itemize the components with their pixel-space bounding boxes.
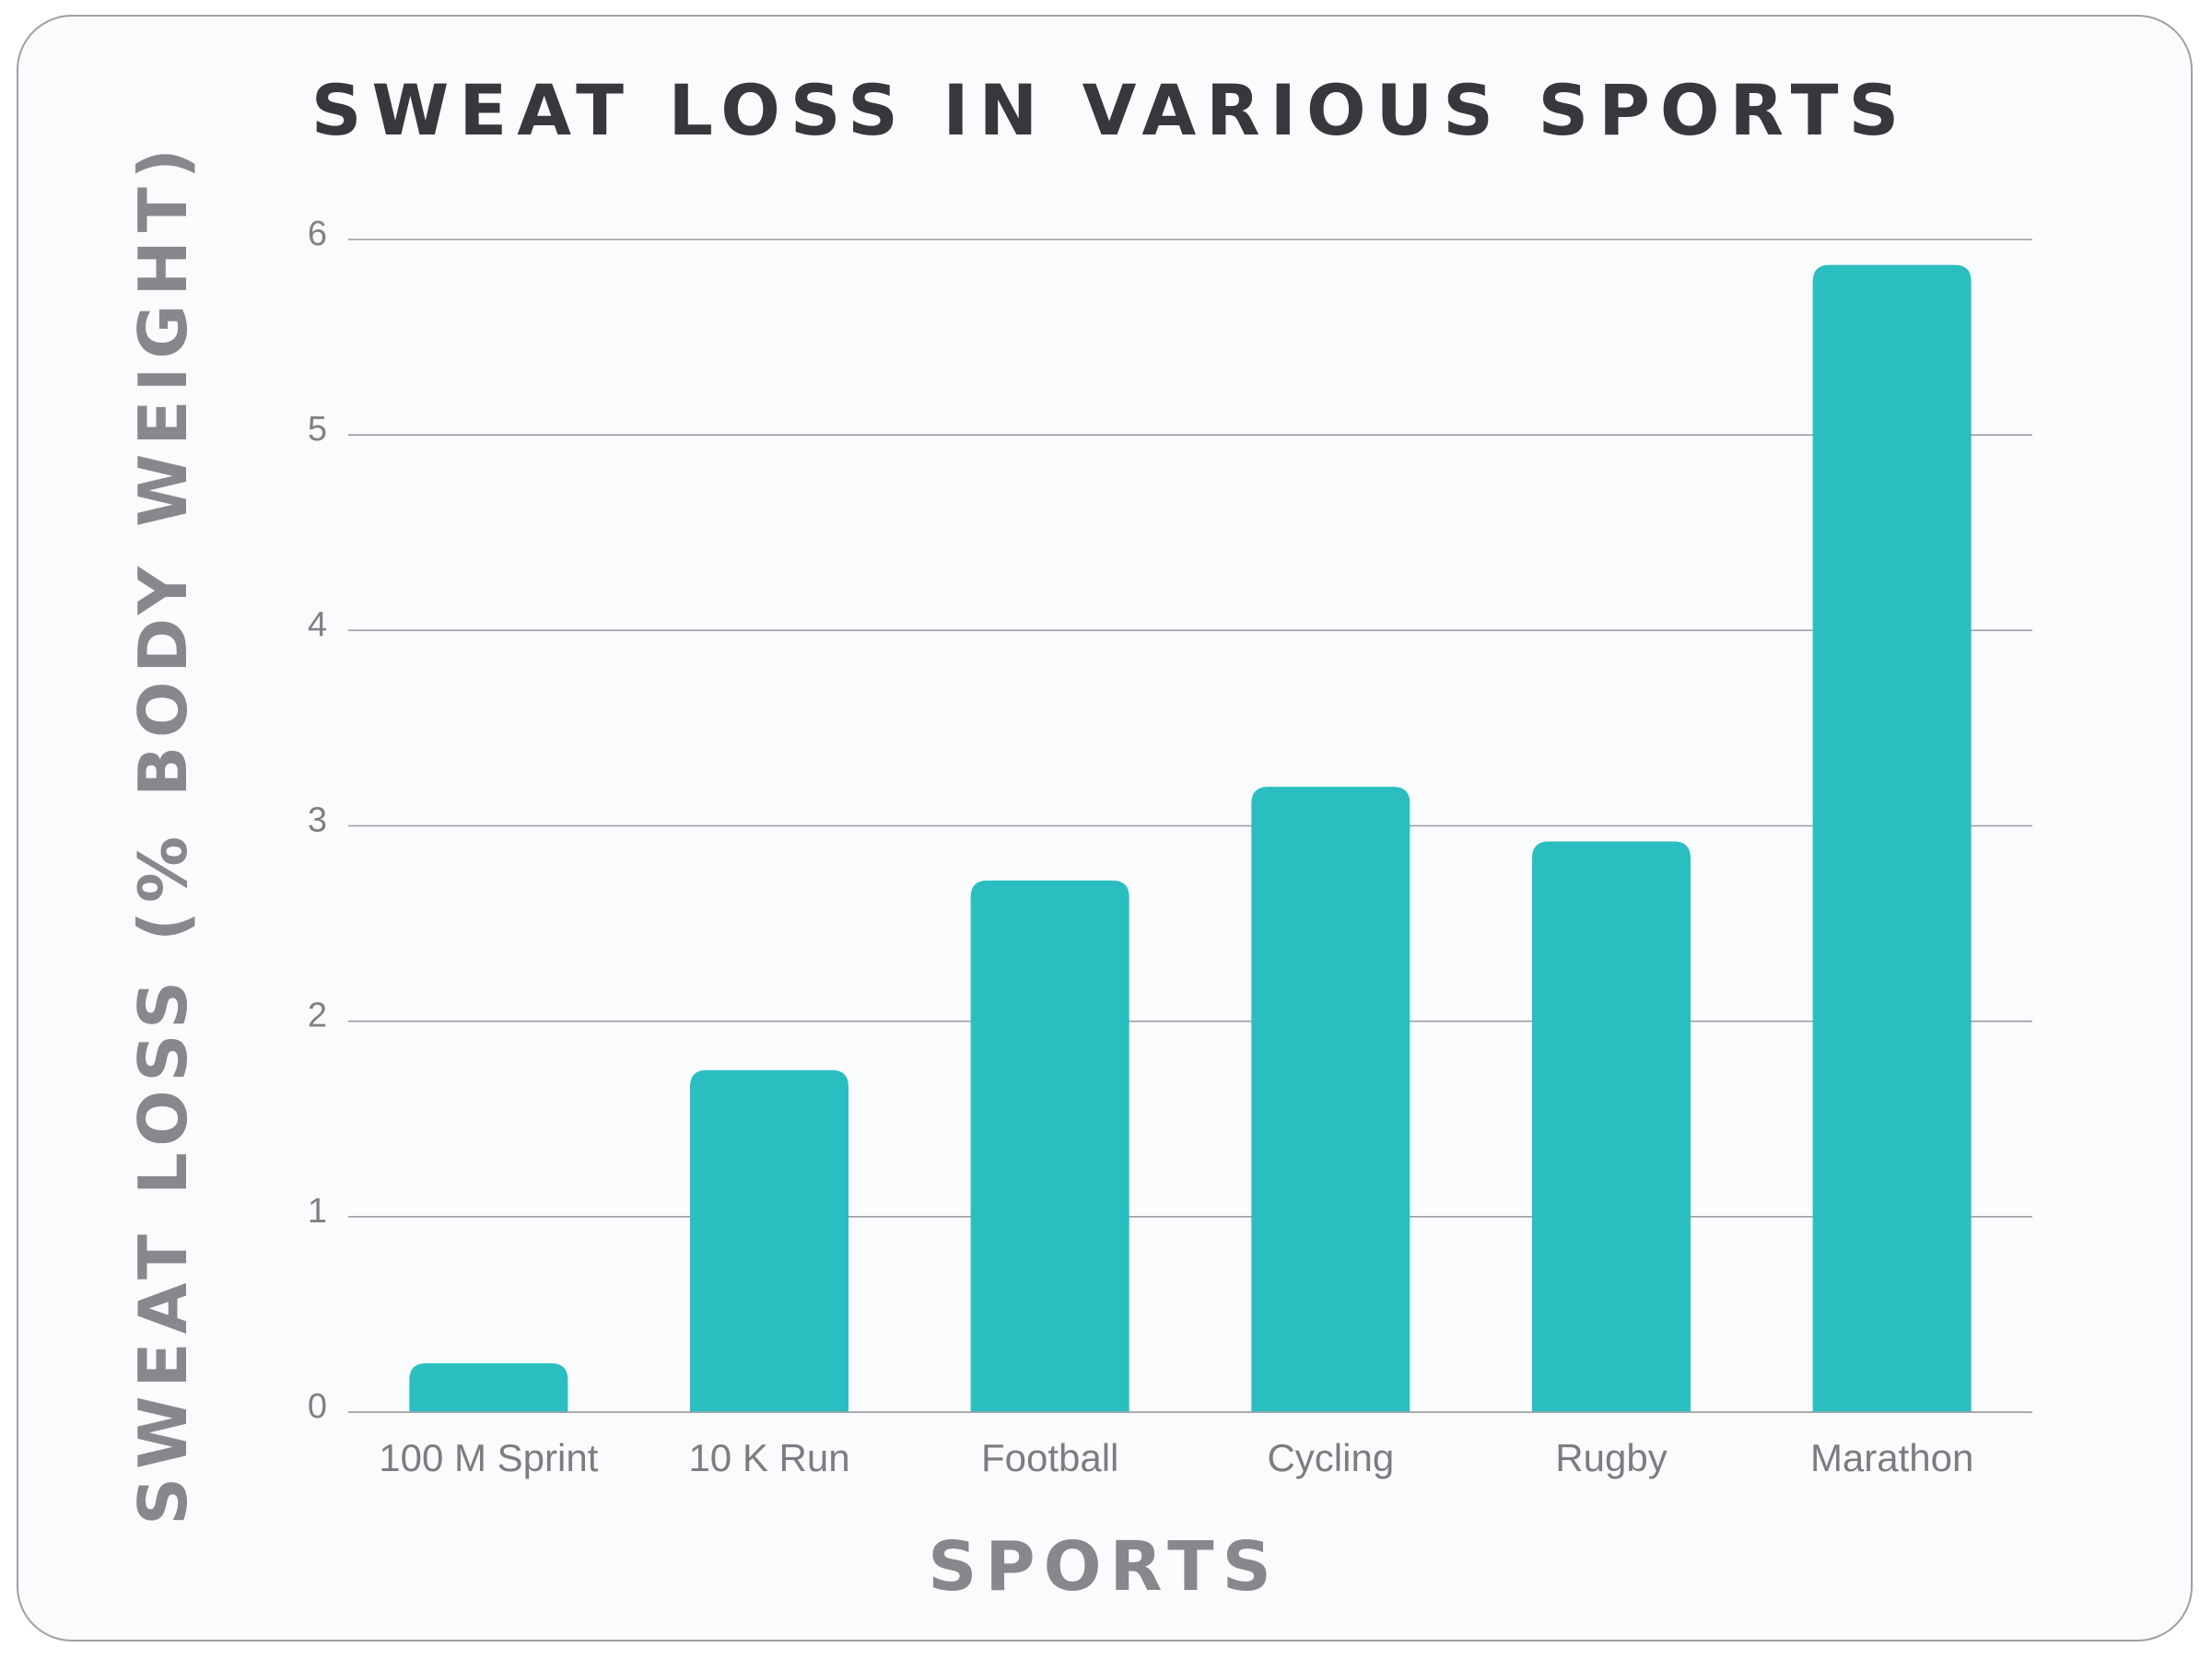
gridlines [348, 239, 2032, 1413]
y-tick-label: 3 [308, 801, 327, 840]
chart-title: SWEAT LOSS IN VARIOUS SPORTS [311, 69, 1909, 151]
bar [1251, 787, 1410, 1412]
y-tick-label: 1 [308, 1192, 327, 1231]
x-tick-label: Cycling [1267, 1436, 1394, 1479]
y-tick-label: 2 [308, 997, 327, 1035]
bars [348, 264, 2032, 1413]
x-tick-label: Marathon [1810, 1436, 1973, 1479]
x-tick-label: 100 M Sprint [379, 1436, 598, 1479]
y-tick-label: 5 [308, 410, 327, 449]
y-tick-label: 0 [308, 1387, 327, 1426]
bar [1532, 841, 1691, 1412]
bar [1812, 264, 1972, 1412]
x-tick-label: Rugby [1555, 1436, 1667, 1479]
y-tick-labels: 0 1 2 3 4 5 6 [308, 215, 327, 1426]
x-tick-label: 10 K Run [688, 1436, 849, 1479]
x-tick-labels: 100 M Sprint 10 K Run Football Cycling Rugby… [379, 1436, 1973, 1479]
bar [409, 1362, 568, 1412]
x-axis-label: SPORTS [928, 1527, 1280, 1606]
y-axis-label: SWEAT LOSS (% BODY WEIGHT) [124, 140, 202, 1525]
x-tick-label: Football [981, 1436, 1118, 1479]
bar [970, 880, 1129, 1412]
y-tick-label: 4 [308, 605, 327, 644]
bar [690, 1069, 849, 1412]
y-tick-label: 6 [308, 215, 327, 253]
